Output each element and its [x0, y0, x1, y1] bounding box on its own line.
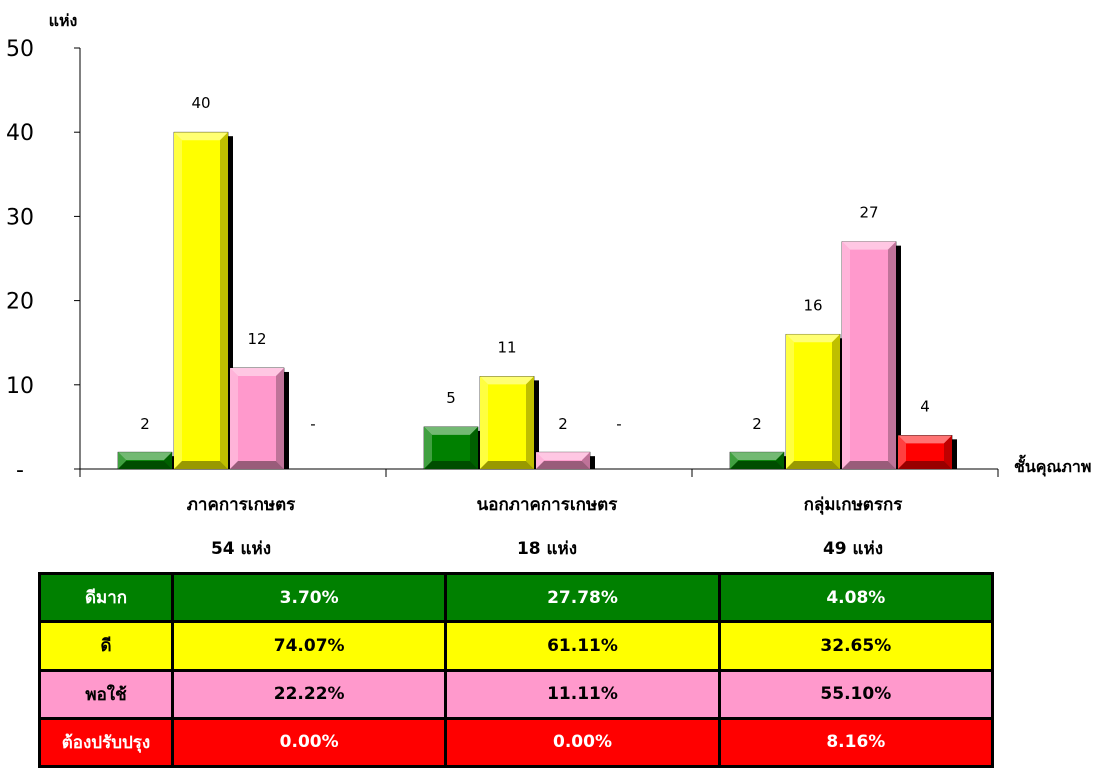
- bar-bevel: [898, 435, 952, 444]
- bar: [785, 333, 841, 470]
- bar-bevel: [424, 426, 478, 435]
- bar-bevel: [230, 461, 284, 469]
- table-cell: 11.11%: [444, 668, 721, 720]
- bar: [229, 367, 285, 470]
- bar-bevel: [480, 461, 534, 469]
- bar-bevel: [480, 376, 488, 469]
- y-tick-label: 20: [6, 290, 34, 315]
- bar: [173, 131, 229, 470]
- bar-bevel: [526, 376, 534, 469]
- bar-bevel: [118, 452, 172, 461]
- x-axis-title: ชั้นคุณภาพ: [1014, 454, 1091, 477]
- data-label: 11: [497, 338, 516, 356]
- category-total-label: 54 แห่ง: [211, 539, 271, 559]
- data-label: 2: [752, 415, 762, 433]
- bar-bevel: [730, 461, 784, 469]
- bar-bevel: [536, 461, 590, 469]
- bar-bevel: [842, 461, 896, 469]
- bar-bevel: [730, 452, 784, 461]
- bar-bevel: [174, 461, 228, 469]
- table-cell: 32.65%: [717, 620, 995, 672]
- bar-bevel: [424, 461, 478, 469]
- bar-bevel: [174, 132, 228, 141]
- data-label: -: [310, 415, 315, 433]
- bar-bevel: [944, 435, 952, 469]
- row-label: พอใช้: [38, 668, 174, 720]
- bar-bevel: [730, 452, 738, 469]
- bar-bevel: [786, 334, 840, 343]
- bars: [117, 131, 957, 470]
- data-label: 5: [446, 389, 456, 407]
- table-row-very-good: ดีมาก 3.70% 27.78% 4.08%: [38, 571, 995, 624]
- data-labels: 2 40 12 - 5 11 2 - 2 16 27 4: [140, 94, 930, 433]
- bar-bevel: [536, 452, 544, 469]
- row-label: ดี: [38, 620, 174, 672]
- y-tick-label: 50: [6, 37, 34, 62]
- bar-bevel: [118, 461, 172, 469]
- quality-percentage-table: ดีมาก 3.70% 27.78% 4.08% ดี 74.07% 61.11…: [38, 571, 995, 769]
- data-label: 2: [558, 415, 568, 433]
- bar-bevel: [174, 132, 182, 469]
- bar-bevel: [470, 426, 478, 469]
- bar-bevel: [582, 452, 590, 469]
- bar-bevel: [898, 435, 906, 469]
- x-tick-label: นอกภาคการเกษตร: [477, 495, 619, 515]
- category-total-label: 49 แห่ง: [823, 539, 883, 559]
- x-tick-label: กลุ่มเกษตรกร: [804, 495, 904, 515]
- table-row-needs-improvement: ต้องปรับปรุง 0.00% 0.00% 8.16%: [38, 716, 995, 769]
- bar-bevel: [480, 376, 534, 385]
- bar-bevel: [276, 367, 284, 469]
- table-cell: 0.00%: [170, 716, 448, 769]
- bar-bevel: [220, 132, 228, 469]
- bar-bevel: [230, 367, 238, 469]
- bar-bevel: [842, 241, 896, 250]
- table-row-good: ดี 74.07% 61.11% 32.65%: [38, 620, 995, 672]
- bar-bevel: [424, 426, 432, 469]
- table-cell: 22.22%: [170, 668, 448, 720]
- bar-bevel: [888, 241, 896, 469]
- category-total-label: 18 แห่ง: [517, 539, 577, 559]
- bar-bevel: [842, 241, 850, 469]
- table-cell: 0.00%: [444, 716, 721, 769]
- bar: [479, 376, 535, 470]
- y-tick-label: 40: [6, 121, 34, 146]
- data-label: 4: [920, 397, 930, 415]
- data-label: 16: [803, 296, 822, 314]
- data-label: 27: [859, 204, 878, 222]
- table-cell: 8.16%: [717, 716, 995, 769]
- table-cell: 27.78%: [444, 571, 721, 624]
- data-label: 12: [247, 330, 266, 348]
- table-cell: 74.07%: [170, 620, 448, 672]
- x-tick-label: ภาคการเกษตร: [187, 495, 296, 515]
- y-axis-unit-label: แห่ง: [49, 11, 78, 30]
- bar-bevel: [898, 461, 952, 469]
- table-cell: 55.10%: [717, 668, 995, 720]
- data-label: 40: [191, 94, 210, 112]
- bar-bevel: [786, 461, 840, 469]
- y-tick-label: 10: [6, 374, 34, 399]
- y-tick-label: -: [16, 458, 24, 483]
- y-tick-label: 30: [6, 205, 34, 230]
- y-axis-ticks: - 10 20 30 40 50: [6, 37, 80, 483]
- table-cell: 4.08%: [717, 571, 995, 624]
- table-cell: 61.11%: [444, 620, 721, 672]
- bar-bevel: [230, 367, 284, 376]
- bar-bevel: [118, 452, 126, 469]
- table-row-fair: พอใช้ 22.22% 11.11% 55.10%: [38, 668, 995, 720]
- data-label: -: [616, 415, 621, 433]
- bar: [841, 241, 897, 470]
- bar-bevel: [536, 452, 590, 461]
- data-label: 2: [140, 415, 150, 433]
- bar-bevel: [776, 452, 784, 469]
- category-labels: ภาคการเกษตร 54 แห่ง นอกภาคการเกษตร 18 แห่ง ก…: [187, 495, 904, 559]
- table-cell: 3.70%: [170, 571, 448, 624]
- row-label: ดีมาก: [38, 571, 174, 624]
- row-label: ต้องปรับปรุง: [38, 716, 174, 769]
- bar-bevel: [832, 334, 840, 469]
- bar-bevel: [164, 452, 172, 469]
- bar-bevel: [786, 334, 794, 469]
